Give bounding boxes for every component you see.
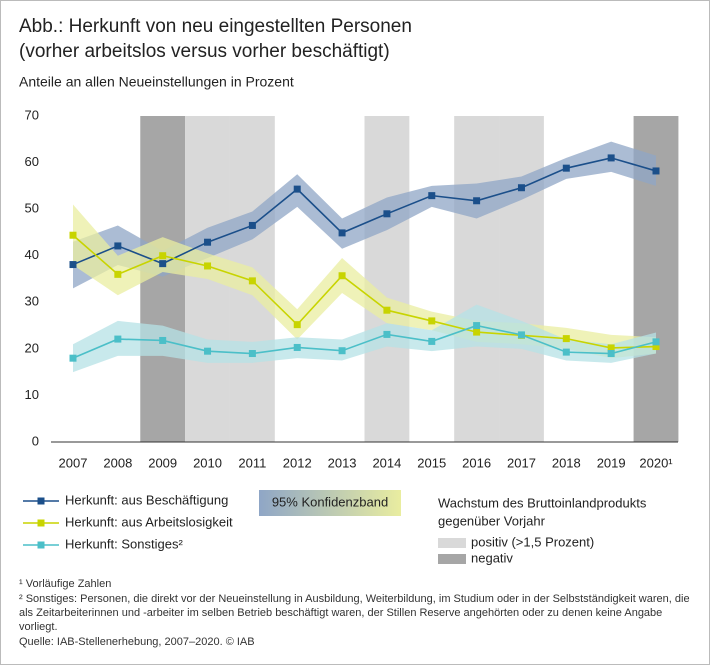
marker (114, 242, 122, 250)
marker (428, 317, 436, 325)
marker (383, 330, 391, 338)
marker (159, 336, 167, 344)
marker (248, 221, 256, 229)
x-tick-label: 2008 (103, 455, 132, 470)
marker (338, 229, 346, 237)
series-line (72, 157, 657, 266)
x-tick-label: 2013 (328, 455, 357, 470)
x-tick-label: 2014 (372, 455, 401, 470)
marker (428, 192, 436, 200)
chart: Abb.: Herkunft von neu eingestellten Per… (19, 16, 679, 565)
marker (293, 343, 301, 351)
growth-legend-label: positiv (>1,5 Prozent) (471, 534, 594, 549)
marker (114, 335, 122, 343)
marker (159, 260, 167, 268)
marker (293, 321, 301, 329)
y-tick-label: 10 (25, 387, 39, 402)
marker (338, 347, 346, 355)
legend-marker (37, 519, 45, 527)
x-tick-label: 2011 (238, 455, 266, 470)
marker (607, 154, 615, 162)
marker (204, 238, 212, 246)
marker (159, 252, 167, 260)
growth-legend-title: gegenüber Vorjahr (438, 513, 546, 528)
growth-shade (499, 116, 544, 442)
x-tick-label: 2009 (148, 455, 177, 470)
legend-marker (37, 497, 45, 505)
x-tick-label: 2019 (597, 455, 626, 470)
growth-legend-swatch (438, 538, 466, 548)
source: Quelle: IAB-Stellenerhebung, 2007–2020. … (19, 636, 255, 648)
marker (562, 164, 570, 172)
y-tick-label: 50 (25, 201, 39, 216)
marker (69, 231, 77, 239)
confidence-band (73, 141, 656, 289)
band-legend-label: 95% Konfidenzband (272, 494, 388, 509)
marker (293, 185, 301, 193)
x-tick-label: 2007 (59, 455, 88, 470)
x-tick-label: 2016 (462, 455, 491, 470)
growth-legend-title: Wachstum des Bruttoinlandprodukts (438, 495, 647, 510)
growth-shade (454, 116, 500, 442)
legend-label: Herkunft: Sonstiges² (65, 536, 183, 551)
growth-legend-label: negativ (471, 550, 513, 565)
marker (652, 343, 660, 351)
marker (428, 337, 436, 345)
marker (248, 277, 256, 285)
chart-subtitle: Anteile an allen Neueinstellungen in Pro… (19, 74, 294, 90)
legend-label: Herkunft: aus Arbeitslosigkeit (65, 514, 233, 529)
marker (517, 184, 525, 192)
marker (652, 338, 660, 346)
marker (473, 328, 481, 336)
growth-legend-swatch (438, 554, 466, 564)
footnote: ² Sonstiges: Personen, die direkt vor de… (19, 593, 690, 633)
marker (204, 347, 212, 355)
y-tick-label: 40 (25, 247, 39, 262)
marker (517, 331, 525, 339)
series-line (72, 324, 657, 359)
x-tick-label: 2012 (283, 455, 312, 470)
y-tick-label: 20 (25, 340, 39, 355)
band-legend (259, 490, 401, 516)
marker (69, 261, 77, 269)
marker (338, 272, 346, 280)
marker (562, 335, 570, 343)
x-tick-label: 2020¹ (639, 455, 673, 470)
confidence-band (73, 204, 656, 359)
footnotes: ¹ Vorläufige Zahlen ² Sonstiges: Persone… (19, 577, 699, 650)
marker (607, 344, 615, 352)
marker (473, 197, 481, 205)
chart-title: Abb.: Herkunft von neu eingestellten Per… (19, 16, 412, 37)
marker (473, 322, 481, 330)
y-tick-label: 30 (25, 294, 39, 309)
marker (652, 167, 660, 175)
x-tick-label: 2017 (507, 455, 536, 470)
y-tick-label: 60 (25, 154, 39, 169)
confidence-band (73, 304, 656, 373)
x-tick-label: 2018 (552, 455, 581, 470)
chart-title: (vorher arbeitslos versus vorher beschäf… (19, 41, 390, 62)
marker (204, 262, 212, 270)
y-tick-label: 70 (25, 107, 39, 122)
marker (562, 348, 570, 356)
x-tick-label: 2015 (417, 455, 446, 470)
footnote: ¹ Vorläufige Zahlen (19, 578, 112, 590)
y-tick-label: 0 (32, 433, 39, 448)
series-line (72, 234, 657, 349)
marker (383, 306, 391, 314)
legend-marker (37, 541, 45, 549)
marker (607, 350, 615, 358)
marker (114, 270, 122, 278)
x-tick-label: 2010 (193, 455, 222, 470)
marker (383, 210, 391, 218)
legend-label: Herkunft: aus Beschäftigung (65, 492, 228, 507)
marker (69, 354, 77, 362)
growth-shade (364, 116, 410, 442)
marker (248, 350, 256, 358)
